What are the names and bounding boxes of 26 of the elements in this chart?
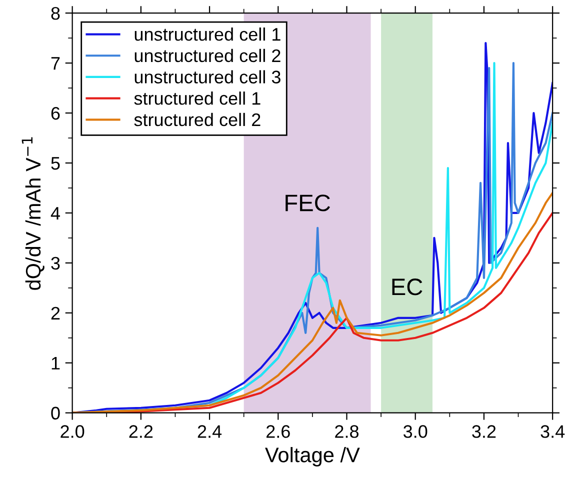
x-axis-title: Voltage /V bbox=[265, 447, 360, 466]
y-tick-label: 8 bbox=[51, 7, 60, 20]
band-label: EC bbox=[392, 278, 422, 296]
x-tick-label: 2.2 bbox=[129, 425, 153, 438]
y-tick-label: 7 bbox=[51, 57, 60, 70]
y-tick-label: 3 bbox=[51, 256, 60, 270]
band-label: FEC bbox=[286, 194, 330, 212]
legend-label: unstructured cell 2 bbox=[134, 48, 280, 62]
legend-label: unstructured cell 1 bbox=[134, 28, 280, 41]
x-tick-label: 2.0 bbox=[60, 425, 84, 438]
y-tick-label: 1 bbox=[52, 357, 60, 370]
x-tick-label: 3.4 bbox=[540, 425, 565, 438]
y-tick-label: 2 bbox=[51, 306, 60, 320]
x-tick-label: 2.6 bbox=[266, 425, 290, 438]
x-tick-label: 2.8 bbox=[335, 425, 359, 438]
y-tick-label: 6 bbox=[51, 106, 60, 120]
y-tick-label: 0 bbox=[51, 406, 60, 420]
x-tick-label: 2.4 bbox=[198, 425, 222, 438]
legend-label: structured cell 1 bbox=[134, 92, 260, 105]
y-tick-label: 4 bbox=[50, 207, 60, 220]
y-tick-label: 5 bbox=[51, 157, 60, 170]
x-tick-label: 3.2 bbox=[472, 425, 496, 438]
x-tick-label: 3.0 bbox=[403, 425, 428, 438]
legend-label: structured cell 2 bbox=[134, 112, 260, 126]
legend-label: unstructured cell 3 bbox=[134, 70, 280, 84]
y-axis-title: dQ/dV /mAh V$^{−1}$ bbox=[22, 137, 44, 290]
